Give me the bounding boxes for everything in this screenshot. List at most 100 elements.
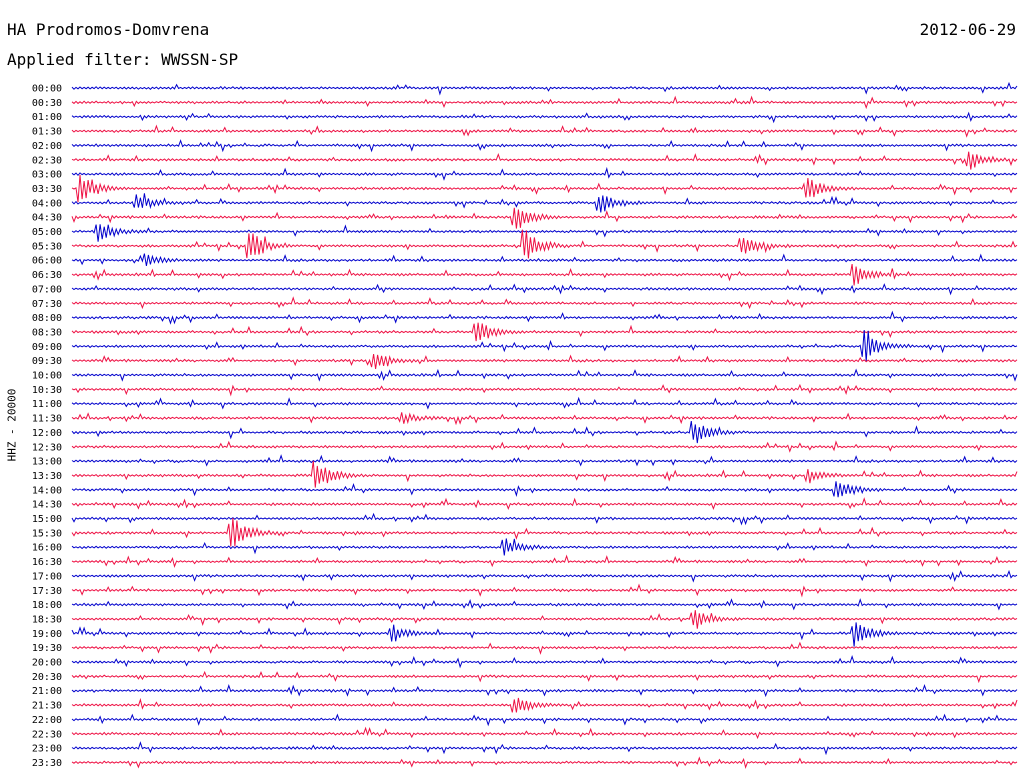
trace-0630: [71, 264, 1018, 286]
row-label-1530: 15:30: [32, 528, 62, 539]
row-label-0800: 08:00: [32, 313, 62, 324]
trace-1400: [71, 481, 1018, 498]
trace-0000: [71, 81, 1018, 96]
row-label-1330: 13:30: [32, 471, 62, 482]
row-label-0730: 07:30: [32, 299, 62, 310]
trace-0030: [71, 95, 1018, 110]
row-label-0100: 01:00: [32, 112, 62, 123]
trace-0800: [71, 310, 1018, 325]
trace-1230: [71, 440, 1018, 453]
trace-1900: [71, 622, 1018, 647]
row-label-0200: 02:00: [32, 141, 62, 152]
row-label-2230: 22:30: [32, 729, 62, 740]
row-label-1000: 10:00: [32, 371, 62, 382]
trace-0330: [71, 174, 1018, 203]
row-label-0530: 05:30: [32, 241, 62, 252]
row-label-1630: 16:30: [32, 557, 62, 568]
row-label-1230: 12:30: [32, 442, 62, 453]
row-label-1730: 17:30: [32, 586, 62, 597]
row-label-2300: 23:00: [32, 744, 62, 755]
trace-1630: [71, 554, 1018, 569]
row-label-1030: 10:30: [32, 385, 62, 396]
row-label-0130: 01:30: [32, 127, 62, 138]
trace-1130: [71, 412, 1018, 426]
row-label-2330: 23:30: [32, 758, 62, 769]
trace-0430: [71, 207, 1018, 229]
trace-0200: [71, 139, 1018, 153]
row-label-0930: 09:30: [32, 356, 62, 367]
trace-0730: [71, 296, 1018, 310]
row-label-2100: 21:00: [32, 686, 62, 697]
row-label-1900: 19:00: [32, 629, 62, 640]
trace-0500: [71, 224, 1018, 242]
trace-0100: [71, 111, 1018, 124]
row-label-1500: 15:00: [32, 514, 62, 525]
trace-0900: [71, 329, 1018, 362]
trace-1300: [71, 454, 1018, 467]
trace-1800: [71, 598, 1018, 611]
station-title: HA Prodromos-Domvrena: [7, 20, 210, 39]
row-label-0000: 00:00: [32, 84, 62, 95]
trace-1930: [71, 641, 1018, 655]
row-label-1800: 18:00: [32, 600, 62, 611]
trace-2130: [71, 697, 1018, 713]
trace-0130: [71, 124, 1018, 138]
row-label-1400: 14:00: [32, 485, 62, 496]
row-label-0230: 02:30: [32, 155, 62, 166]
trace-0230: [71, 151, 1018, 170]
trace-1330: [71, 460, 1018, 488]
trace-1000: [71, 368, 1018, 382]
trace-1600: [71, 538, 1018, 556]
row-label-0830: 08:30: [32, 327, 62, 338]
trace-2000: [71, 655, 1018, 669]
trace-1200: [71, 421, 1018, 444]
trace-2230: [71, 726, 1018, 740]
trace-1830: [71, 610, 1018, 629]
trace-2030: [71, 670, 1018, 684]
row-label-0030: 00:30: [32, 98, 62, 109]
trace-2200: [71, 713, 1018, 727]
trace-0300: [71, 166, 1018, 181]
trace-0530: [71, 229, 1018, 259]
row-label-0600: 06:00: [32, 256, 62, 267]
trace-0930: [71, 354, 1018, 369]
row-label-0300: 03:00: [32, 170, 62, 181]
record-date: 2012-06-29: [919, 20, 1016, 39]
row-label-1830: 18:30: [32, 614, 62, 625]
trace-2300: [71, 741, 1018, 756]
trace-0400: [71, 193, 1018, 213]
row-label-1100: 11:00: [32, 399, 62, 410]
trace-2330: [71, 756, 1018, 769]
row-label-0430: 04:30: [32, 213, 62, 224]
row-label-1200: 12:00: [32, 428, 62, 439]
row-label-1130: 11:30: [32, 414, 62, 425]
filter-label: Applied filter: WWSSN-SP: [7, 50, 239, 69]
trace-1730: [71, 583, 1018, 598]
row-label-1430: 14:30: [32, 500, 62, 511]
trace-1700: [71, 569, 1018, 583]
row-label-2130: 21:30: [32, 701, 62, 712]
row-label-0630: 06:30: [32, 270, 62, 281]
row-label-0330: 03:30: [32, 184, 62, 195]
row-label-0900: 09:00: [32, 342, 62, 353]
row-label-0500: 05:00: [32, 227, 62, 238]
trace-0700: [71, 283, 1018, 296]
trace-1430: [71, 497, 1018, 511]
trace-0600: [71, 253, 1018, 266]
row-label-0700: 07:00: [32, 284, 62, 295]
row-label-2000: 20:00: [32, 658, 62, 669]
trace-1030: [71, 383, 1018, 397]
row-label-1600: 16:00: [32, 543, 62, 554]
trace-1100: [71, 396, 1018, 410]
row-label-1700: 17:00: [32, 571, 62, 582]
row-label-1930: 19:30: [32, 643, 62, 654]
row-label-2200: 22:00: [32, 715, 62, 726]
trace-0830: [71, 322, 1018, 342]
row-label-2030: 20:30: [32, 672, 62, 683]
row-label-0400: 04:00: [32, 198, 62, 209]
trace-2100: [71, 683, 1018, 698]
trace-1530: [71, 517, 1018, 547]
row-label-1300: 13:00: [32, 457, 62, 468]
trace-1500: [71, 512, 1018, 526]
